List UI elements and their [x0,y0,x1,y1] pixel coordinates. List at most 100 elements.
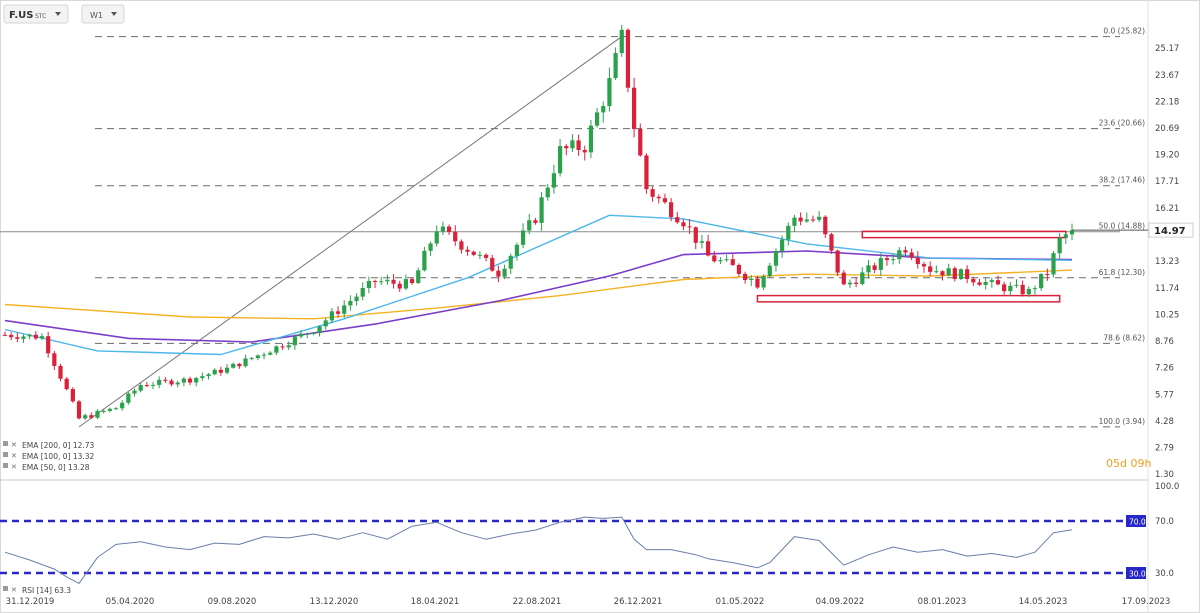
symbol-selector[interactable]: F.US STC [3,4,69,24]
candle-body [1014,284,1019,286]
candle-body [527,220,532,231]
candlestick [891,253,896,265]
candlestick [823,215,828,239]
candlestick [292,334,297,350]
candlestick [1032,285,1038,295]
candlestick [557,139,563,177]
trend-line-segment[interactable] [78,36,623,428]
current-price-box [1148,222,1194,238]
candlestick [237,362,242,369]
candle-body [175,382,180,385]
candlestick [471,250,476,257]
candlestick [385,274,390,285]
candle-body [946,268,951,276]
candlestick [730,254,735,266]
candlestick [631,77,637,138]
candlestick [570,134,575,153]
symbol-label: F.US [9,10,33,21]
legend-rsi[interactable]: ✕ RSI [14] 63.3 [3,586,71,595]
candlestick [866,259,871,279]
trend-line[interactable] [78,36,623,428]
close-icon[interactable]: ✕ [11,452,17,460]
price-tick-label: 1.30 [1155,470,1174,480]
legend-ema200[interactable]: ✕ EMA [200, 0] 12.73 [3,441,95,450]
candlestick [477,251,483,260]
candle-body [194,378,199,383]
legend-label: EMA [100, 0] 13.32 [22,452,95,461]
candle-body [965,269,970,279]
indicator-settings-icon[interactable] [3,463,8,468]
candlestick [194,376,199,387]
candlestick [403,274,408,291]
candle-body [860,272,865,284]
candlestick [70,387,75,403]
timeframe-selector[interactable]: W1 [81,4,125,24]
candle-body [329,311,334,321]
rsi-level-badge-label: 30.0 [1129,570,1146,579]
candle-body [212,369,217,375]
candle-body [724,259,729,261]
candle-body [693,227,698,243]
candle-body [335,311,341,314]
candlestick [58,363,63,382]
date-axis: 31.12.2019 05.04.2020 09.08.2020 13.12.2020… [6,597,1171,607]
candle-body [274,346,279,353]
candlestick [755,275,760,289]
date-tick-label: 18.04.2021 [411,597,460,607]
candlestick [545,183,550,201]
candle-body [903,250,908,253]
candlestick [656,194,661,204]
candlestick [527,213,532,235]
candlestick [1069,223,1075,241]
candlestick [175,380,180,388]
candle-body [829,234,834,251]
indicator-settings-icon[interactable] [3,441,8,446]
candle-body [749,278,754,281]
fibonacci-label: 78.6 (8.62) [1103,333,1145,342]
indicator-settings-icon[interactable] [3,452,8,457]
legend-ema50[interactable]: ✕ EMA [50, 0] 13.28 [3,463,90,472]
candlestick [200,372,205,381]
candlestick [231,362,236,369]
candlestick [860,267,865,286]
candle-body [483,254,489,258]
candlestick [305,332,310,339]
candlestick [1002,281,1007,295]
chevron-down-icon [111,12,117,16]
support-zone-box[interactable] [756,294,1061,303]
close-icon[interactable]: ✕ [11,586,17,594]
close-icon[interactable]: ✕ [11,441,17,449]
candle-body [1051,253,1056,275]
candlestick [224,364,230,375]
candle-body [644,155,649,190]
legend-ema100[interactable]: ✕ EMA [100, 0] 13.32 [3,452,95,461]
candle-body [27,334,32,337]
candlestick [1039,273,1044,291]
current-price-tag: 14.97 [1148,222,1194,238]
candlestick [940,270,945,281]
price-tick-label: 7.26 [1155,364,1174,374]
candle-body [841,272,846,285]
candlestick [946,263,951,277]
candlestick [440,221,446,235]
candle-body [995,280,1001,285]
candle-body [372,280,378,282]
candlestick [718,257,723,264]
candle-body [619,29,624,54]
fibonacci-levels: 0.0 (25.82) 23.6 (20.66) 38.2 (17.46) 50.0 … [0,27,1145,428]
close-icon[interactable]: ✕ [11,463,17,471]
indicator-settings-icon[interactable] [3,586,8,591]
candle-body [150,384,156,386]
candlestick [483,253,489,262]
candlestick [872,262,877,274]
candlestick [64,377,69,391]
date-tick-label: 01.05.2022 [716,597,765,607]
candlestick [551,164,557,194]
candlestick [977,278,982,286]
price-series [2,24,1075,420]
candle-body [817,216,822,220]
candle-body [385,279,390,282]
candlestick [817,211,822,223]
candle-body [33,334,38,339]
